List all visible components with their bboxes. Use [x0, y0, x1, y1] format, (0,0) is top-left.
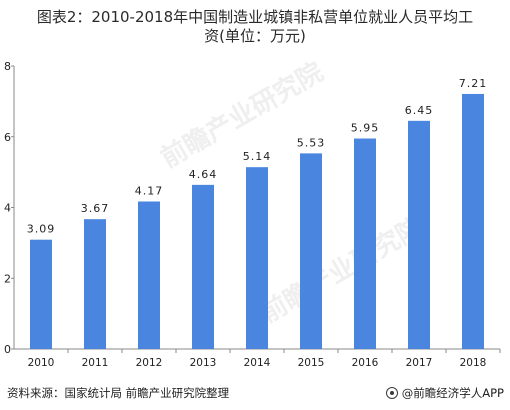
y-tick-label: 4 — [4, 202, 11, 215]
y-axis: 0 2 4 6 8 — [4, 60, 15, 356]
bar — [354, 138, 376, 349]
bar — [300, 153, 322, 349]
bar-value-label: 3.67 — [81, 202, 110, 215]
y-tick-label: 2 — [4, 272, 11, 285]
bar-value-label: 4.64 — [189, 168, 218, 181]
bar — [462, 93, 484, 349]
bar-value-label: 5.14 — [243, 150, 272, 163]
bar-value-label: 4.17 — [135, 184, 164, 197]
bar-series: 3.09 3.67 4.17 4.64 5.14 5.53 5.95 6.45 7.21 — [27, 77, 488, 349]
bar-value-label: 7.21 — [459, 77, 488, 90]
brand-text: @前瞻经济学人APP — [401, 386, 504, 400]
bar — [408, 120, 430, 349]
x-tick-label: 2016 — [352, 357, 379, 369]
bar — [192, 184, 214, 349]
x-tick-label: 2014 — [244, 357, 271, 369]
x-tick-label: 2018 — [460, 357, 487, 369]
bar — [84, 219, 106, 349]
y-tick-label: 0 — [4, 343, 11, 356]
x-tick-label: 2013 — [190, 357, 217, 369]
brand-credit: @前瞻经济学人APP — [385, 385, 504, 401]
chart-title: 图表2：2010-2018年中国制造业城镇非私营单位就业人员平均工 资(单位：万… — [0, 8, 510, 46]
x-axis: 2010 2011 2012 2013 2014 2015 2016 2017 2018 — [14, 348, 501, 369]
bar-value-label: 6.45 — [405, 104, 434, 117]
x-tick-label: 2010 — [28, 357, 55, 369]
y-tick-label: 6 — [4, 131, 11, 144]
bar — [138, 201, 160, 349]
bar — [246, 167, 268, 349]
y-tick-label: 8 — [4, 60, 11, 73]
chart-title-line-2: 资(单位：万元) — [204, 27, 306, 45]
bar-value-label: 5.53 — [297, 136, 326, 149]
bar — [30, 239, 52, 349]
bar-value-label: 3.09 — [27, 223, 56, 236]
source-note: 资料来源：国家统计局 前瞻产业研究院整理 — [7, 386, 230, 400]
chart-title-line-1: 图表2：2010-2018年中国制造业城镇非私营单位就业人员平均工 — [36, 8, 474, 26]
x-tick-label: 2011 — [82, 357, 109, 369]
bar-value-label: 5.95 — [351, 122, 380, 135]
x-tick-label: 2017 — [406, 357, 433, 369]
brand-logo-icon — [385, 387, 398, 399]
x-tick-label: 2012 — [136, 357, 163, 369]
x-tick-label: 2015 — [298, 357, 325, 369]
